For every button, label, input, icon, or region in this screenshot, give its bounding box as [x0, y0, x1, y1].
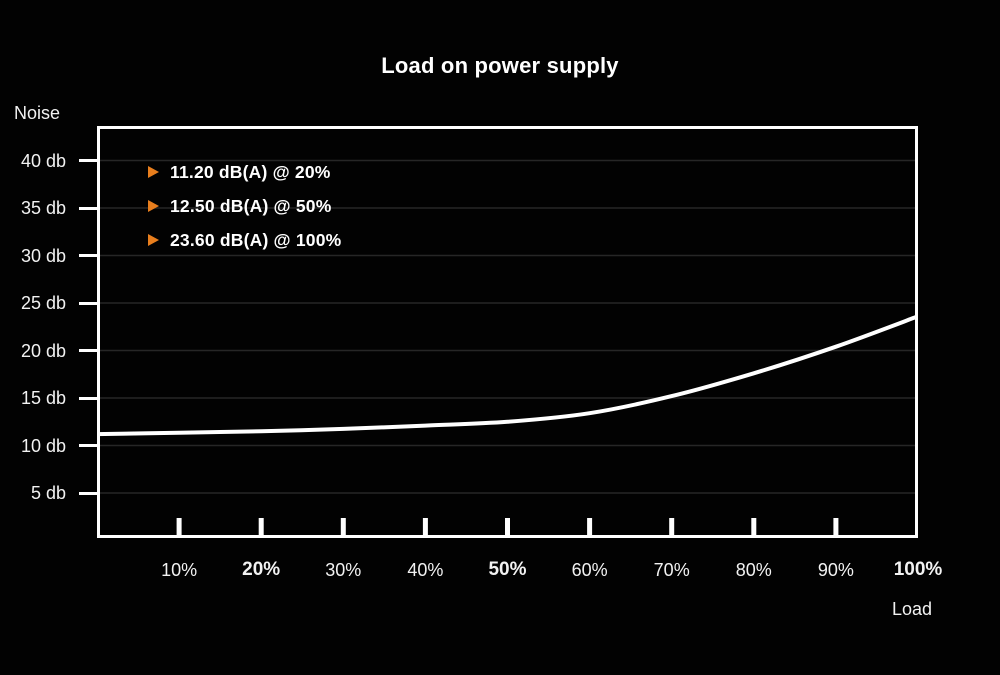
x-tick-mark — [669, 518, 675, 535]
y-tick-label: 30 db — [20, 245, 66, 266]
y-tick-label: 15 db — [20, 388, 66, 408]
legend-row: 23.60 dB(A) @ 100% — [148, 229, 341, 251]
gridlines — [100, 159, 915, 494]
triangle-marker-icon — [148, 234, 159, 246]
x-tick-label: 70% — [653, 560, 690, 580]
x-tick-label: 80% — [735, 560, 772, 580]
legend-row: 11.20 dB(A) @ 20% — [148, 161, 341, 183]
x-axis-ticks — [176, 518, 839, 535]
y-tick-mark — [79, 491, 98, 495]
x-tick-mark — [340, 518, 346, 535]
x-tick-mark — [751, 518, 757, 535]
y-tick-label: 35 db — [20, 198, 66, 218]
y-tick-mark — [79, 254, 98, 257]
y-tick-label: 10 db — [20, 435, 66, 456]
y-tick-label: 5 db — [30, 483, 66, 503]
x-axis-title: Load — [891, 599, 933, 619]
y-tick-mark — [79, 349, 98, 352]
chart-title: Load on power supply — [381, 53, 619, 78]
triangle-marker-icon — [148, 200, 159, 212]
y-axis-title: Noise — [14, 103, 61, 123]
x-tick-mark — [587, 518, 593, 535]
x-tick-label: 10% — [161, 560, 198, 580]
legend-label: 11.20 dB(A) @ 20% — [170, 161, 331, 182]
x-tick-label: 90% — [817, 560, 854, 580]
x-tick-label: 30% — [325, 560, 362, 580]
x-tick-mark — [505, 518, 510, 535]
x-tick-mark — [258, 518, 264, 535]
noise-curve — [97, 314, 918, 437]
y-tick-mark — [79, 444, 98, 447]
legend-label: 12.50 dB(A) @ 50% — [170, 195, 332, 216]
x-tick-mark — [176, 518, 182, 535]
triangle-marker-icon — [148, 166, 159, 178]
x-tick-label: 40% — [407, 560, 444, 580]
x-tick-label: 100% — [893, 559, 943, 580]
x-tick-label: 20% — [242, 559, 281, 580]
y-tick-mark — [79, 301, 98, 305]
legend-label: 23.60 dB(A) @ 100% — [170, 229, 342, 250]
plot-border — [97, 126, 918, 538]
legend: 11.20 dB(A) @ 20% 12.50 dB(A) @ 50% 23.60 … — [148, 161, 341, 263]
y-tick-label: 25 db — [20, 293, 66, 313]
x-tick-mark — [422, 518, 428, 535]
x-tick-label: 50% — [488, 559, 527, 580]
y-tick-label: 20 db — [20, 340, 66, 361]
y-tick-mark — [79, 159, 98, 162]
x-tick-label: 60% — [571, 560, 608, 580]
plot-area — [97, 126, 918, 538]
y-tick-mark — [79, 396, 98, 400]
y-tick-mark — [79, 206, 98, 210]
y-tick-label: 40 db — [20, 150, 66, 171]
x-tick-mark — [833, 518, 839, 535]
legend-row: 12.50 dB(A) @ 50% — [148, 195, 341, 217]
